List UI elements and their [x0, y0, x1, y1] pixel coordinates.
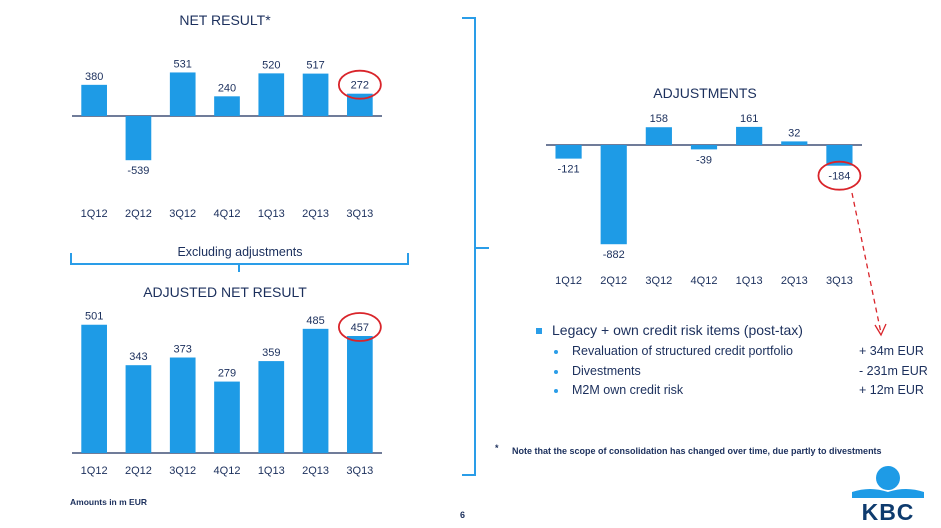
- data-label: -39: [696, 154, 712, 166]
- dot-bullet-icon: [554, 369, 558, 374]
- x-tick-label: 2Q12: [125, 465, 152, 477]
- x-tick-label: 1Q12: [81, 465, 108, 477]
- x-tick-label: 2Q12: [125, 208, 152, 220]
- x-tick-label: 1Q12: [555, 275, 582, 287]
- data-label: 343: [129, 351, 147, 363]
- x-tick-label: 1Q13: [258, 208, 285, 220]
- details-item: M2M own credit risk + 12m EUR: [554, 383, 934, 397]
- bar-3Q12: [169, 72, 196, 116]
- bar-2Q13: [302, 328, 329, 453]
- bar-2Q12: [600, 145, 627, 245]
- data-label: 373: [174, 344, 192, 356]
- details-item: Revaluation of structured credit portfol…: [554, 344, 934, 358]
- details-item: Divestments - 231m EUR: [554, 364, 934, 378]
- x-tick-label: 1Q12: [81, 208, 108, 220]
- data-label: 32: [788, 127, 800, 139]
- data-label: -882: [603, 249, 625, 261]
- bar-4Q12: [214, 381, 240, 453]
- square-bullet-icon: [536, 328, 542, 335]
- kbc-logo: KBC: [852, 466, 924, 522]
- adjusted-net-result-chart: 501 1Q12 343 2Q12 373 3Q12 279 4Q12 359 1Q13 485 2Q…: [72, 311, 382, 477]
- x-tick-label: 2Q13: [302, 208, 329, 220]
- bar-2Q12: [125, 116, 152, 161]
- x-tick-label: 3Q13: [346, 465, 373, 477]
- details-item-value: + 12m EUR: [859, 383, 924, 397]
- data-label: 240: [218, 82, 236, 94]
- bar-3Q13: [826, 145, 853, 166]
- data-label: 359: [262, 347, 280, 359]
- footnote-marker: *: [495, 443, 499, 453]
- details-item-label: Divestments: [572, 364, 641, 378]
- bar-1Q12: [555, 145, 582, 159]
- data-label: 457: [351, 322, 369, 334]
- data-label: 517: [306, 60, 324, 72]
- x-tick-label: 3Q12: [645, 275, 672, 287]
- net-result-title: NET RESULT*: [179, 12, 271, 28]
- amounts-note: Amounts in m EUR: [70, 497, 147, 507]
- bar-2Q12: [125, 365, 152, 453]
- data-label: 531: [174, 58, 192, 70]
- highlight-circle: [817, 160, 862, 191]
- section-bracket: [462, 17, 489, 476]
- page-number: 6: [460, 510, 466, 520]
- bar-3Q12: [169, 357, 196, 453]
- x-tick-label: 3Q12: [169, 208, 196, 220]
- highlight-circle: [337, 69, 382, 100]
- x-tick-label: 3Q13: [346, 208, 373, 220]
- bar-1Q12: [81, 84, 107, 116]
- x-tick-label: 1Q13: [258, 465, 285, 477]
- data-label: 161: [740, 113, 758, 125]
- bar-3Q13: [347, 336, 373, 453]
- x-tick-label: 1Q13: [736, 275, 763, 287]
- details-heading-text: Legacy + own credit risk items (post-tax…: [552, 322, 803, 338]
- x-tick-label: 4Q12: [691, 275, 718, 287]
- bar-1Q13: [258, 361, 285, 453]
- bar-2Q13: [302, 73, 329, 116]
- bar-4Q12: [214, 96, 240, 116]
- adjusted-net-result-title: ADJUSTED NET RESULT: [143, 284, 307, 300]
- bar-2Q13: [781, 141, 808, 145]
- highlight-arrow: [851, 192, 887, 337]
- kbc-logo-text: KBC: [862, 499, 915, 522]
- x-tick-label: 3Q12: [169, 465, 196, 477]
- excluding-adjustments-bracket: [70, 253, 409, 272]
- adjustments-chart: -121 1Q12 -882 2Q12 158 3Q12 -39 4Q12 161 1Q13 32 2…: [546, 113, 862, 287]
- dot-bullet-icon: [554, 388, 558, 393]
- bar-1Q12: [81, 324, 107, 453]
- highlight-circle: [337, 312, 382, 342]
- x-tick-label: 2Q12: [600, 275, 627, 287]
- bar-3Q13: [347, 93, 373, 116]
- data-label: 272: [351, 80, 369, 92]
- bar-1Q13: [258, 73, 285, 116]
- data-label: -121: [558, 164, 580, 176]
- x-tick-label: 2Q13: [781, 275, 808, 287]
- x-tick-label: 4Q12: [214, 465, 241, 477]
- data-label: 520: [262, 59, 280, 71]
- kbc-logo-wave: [852, 489, 924, 498]
- data-label: 279: [218, 368, 236, 380]
- net-result-chart: 380 1Q12 -539 2Q12 531 3Q12 240 4Q12 520 1Q13 517 2…: [72, 58, 382, 220]
- details-item-label: Revaluation of structured credit portfol…: [572, 344, 793, 358]
- data-label: -184: [828, 171, 850, 183]
- x-tick-label: 3Q13: [826, 275, 853, 287]
- data-label: 158: [650, 113, 668, 125]
- bar-1Q13: [736, 126, 763, 145]
- bar-4Q12: [690, 145, 718, 150]
- details-heading: Legacy + own credit risk items (post-tax…: [536, 322, 803, 338]
- data-label: -539: [127, 165, 149, 177]
- x-tick-label: 4Q12: [214, 208, 241, 220]
- bar-3Q12: [645, 127, 672, 145]
- kbc-logo-circle: [876, 466, 900, 490]
- dot-bullet-icon: [554, 349, 558, 354]
- footnote-text: Note that the scope of consolidation has…: [512, 446, 882, 456]
- details-item-value: + 34m EUR: [859, 344, 924, 358]
- data-label: 501: [85, 311, 103, 323]
- data-label: 485: [306, 315, 324, 327]
- details-item-value: - 231m EUR: [859, 364, 928, 378]
- adjustments-title: ADJUSTMENTS: [653, 85, 757, 101]
- x-tick-label: 2Q13: [302, 465, 329, 477]
- excluding-adjustments-label: Excluding adjustments: [150, 245, 330, 259]
- details-item-label: M2M own credit risk: [572, 383, 684, 397]
- data-label: 380: [85, 71, 103, 83]
